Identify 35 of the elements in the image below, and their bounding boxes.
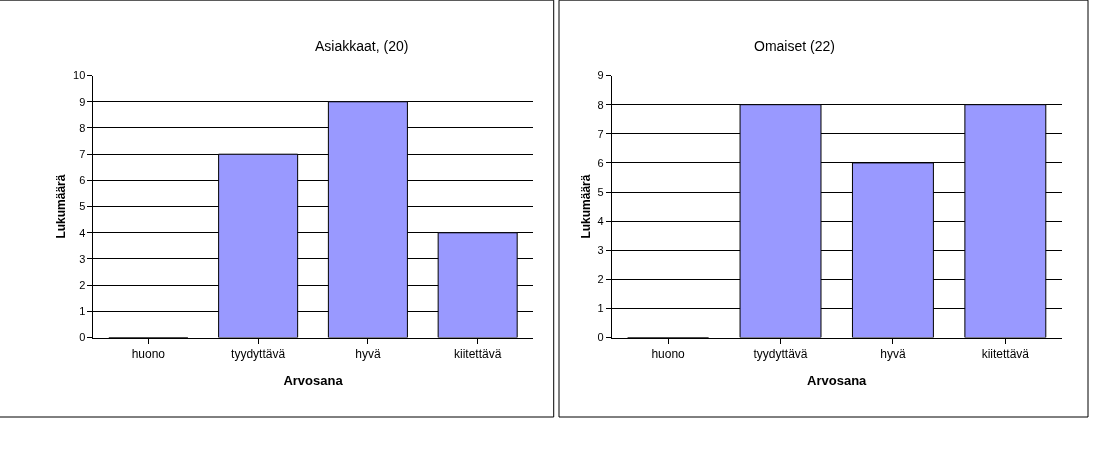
y-tick-label: 8 (79, 121, 86, 134)
y-axis-title: Lukumäärä (578, 174, 593, 239)
x-tick-label: tyydyttävä (753, 347, 808, 361)
y-tick-label: 9 (79, 95, 86, 108)
x-axis-title: Arvosana (283, 372, 344, 388)
x-tick-label: huono (131, 347, 166, 361)
y-tick-label: 3 (79, 252, 86, 265)
y-tick-label: 0 (79, 331, 86, 344)
y-tick-label: 4 (597, 215, 604, 227)
y-tick-label: 5 (597, 185, 604, 198)
y-tick-label: 6 (79, 174, 86, 187)
y-tick-label: 2 (79, 279, 86, 292)
y-tick-label: 7 (597, 127, 604, 140)
y-axis-title: Lukumäärä (54, 174, 69, 239)
y-tick-label: 8 (597, 98, 604, 111)
chart-title: Omaiset (22) (754, 38, 835, 54)
y-tick-label: 9 (597, 69, 604, 82)
x-tick-label: kiitettävä (453, 347, 502, 361)
x-tick-label: tyydyttävä (231, 347, 286, 361)
x-axis-title: Arvosana (807, 372, 868, 388)
chart-title: Asiakkaat, (20) (315, 38, 409, 54)
y-tick-label: 3 (597, 244, 604, 257)
y-tick-label: 5 (79, 200, 86, 213)
x-tick-label: huono (651, 347, 686, 361)
x-tick-label: hyvä (355, 347, 381, 361)
y-tick-label: 7 (79, 148, 86, 161)
y-tick-label: 2 (597, 273, 604, 286)
y-tick-label: 0 (597, 331, 604, 344)
y-tick-label: 6 (597, 156, 604, 169)
y-tick-label: 10 (73, 69, 86, 82)
x-tick-label: hyvä (880, 347, 906, 361)
y-tick-label: 1 (79, 305, 86, 318)
y-tick-label: 1 (597, 302, 604, 315)
x-tick-label: kiitettävä (981, 347, 1030, 361)
y-tick-label: 4 (79, 226, 86, 239)
